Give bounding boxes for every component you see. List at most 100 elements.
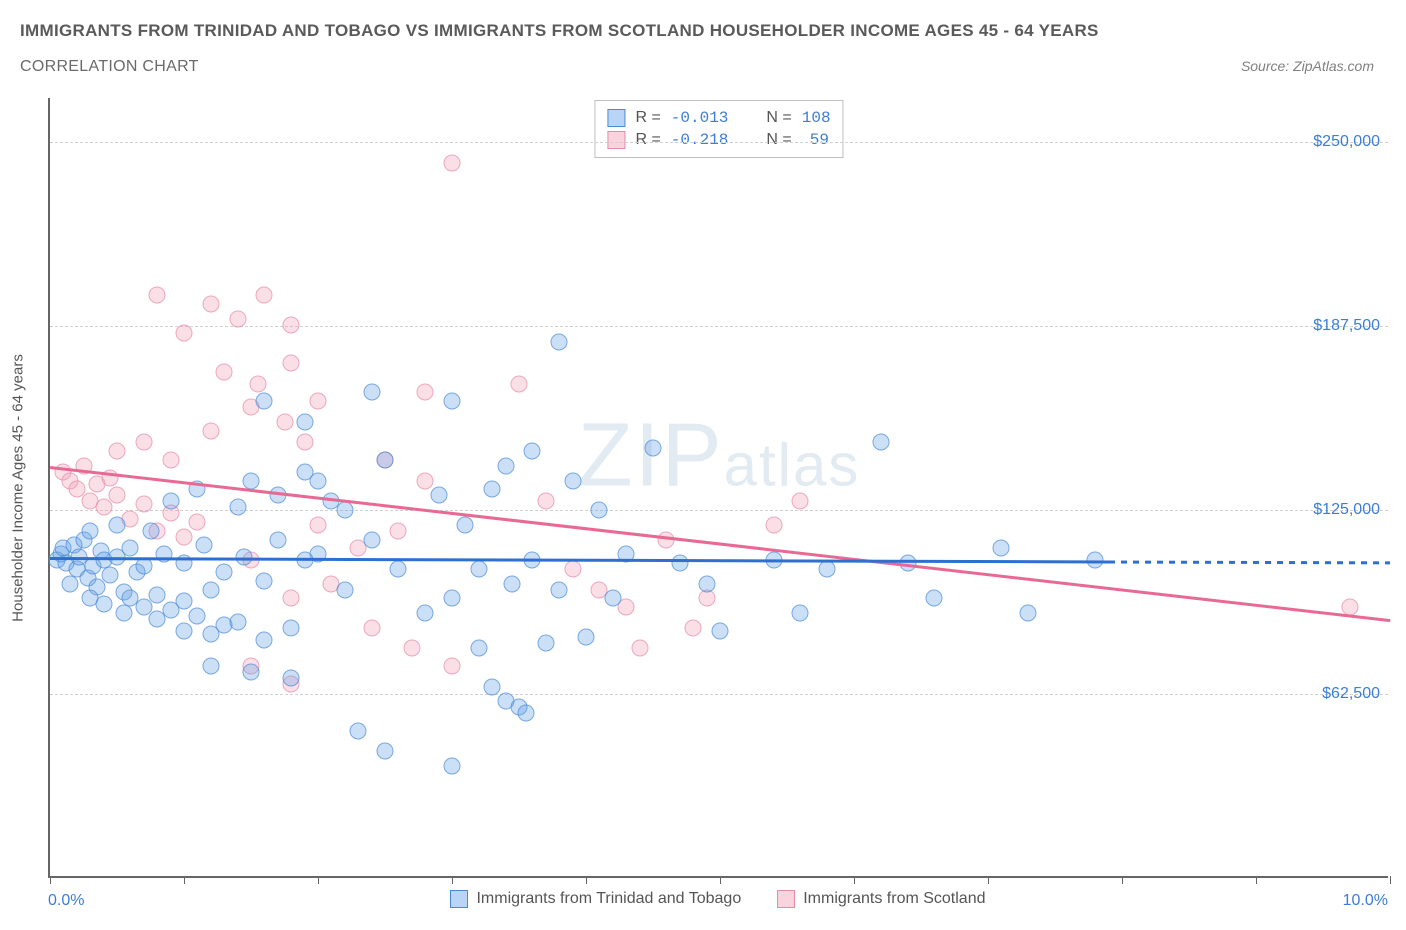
x-tick bbox=[720, 876, 721, 884]
data-point bbox=[283, 669, 300, 686]
gridline-h bbox=[50, 326, 1388, 327]
data-point bbox=[269, 487, 286, 504]
legend-swatch-series2 bbox=[777, 890, 795, 908]
legend-row-series2: R = -0.218 N = 59 bbox=[607, 129, 830, 151]
legend-swatch-series1 bbox=[607, 109, 625, 127]
data-point bbox=[162, 452, 179, 469]
data-point bbox=[484, 481, 501, 498]
data-point bbox=[149, 587, 166, 604]
data-point bbox=[564, 560, 581, 577]
data-point bbox=[283, 316, 300, 333]
data-point bbox=[62, 575, 79, 592]
data-point bbox=[363, 384, 380, 401]
data-point bbox=[457, 516, 474, 533]
data-point bbox=[176, 528, 193, 545]
data-point bbox=[202, 625, 219, 642]
data-point bbox=[377, 452, 394, 469]
data-point bbox=[604, 590, 621, 607]
data-point bbox=[444, 590, 461, 607]
x-tick bbox=[988, 876, 989, 884]
data-point bbox=[698, 575, 715, 592]
chart-area: Householder Income Ages 45 - 64 years ZI… bbox=[48, 98, 1388, 878]
data-point bbox=[551, 581, 568, 598]
data-point bbox=[95, 499, 112, 516]
data-point bbox=[511, 375, 528, 392]
data-point bbox=[578, 628, 595, 645]
data-point bbox=[142, 522, 159, 539]
data-point bbox=[82, 522, 99, 539]
data-point bbox=[269, 531, 286, 548]
data-point bbox=[276, 413, 293, 430]
data-point bbox=[122, 590, 139, 607]
data-point bbox=[564, 472, 581, 489]
data-point bbox=[296, 413, 313, 430]
series-legend: Immigrants from Trinidad and Tobago Immig… bbox=[48, 890, 1388, 908]
data-point bbox=[444, 758, 461, 775]
data-point bbox=[926, 590, 943, 607]
legend-item-series1: Immigrants from Trinidad and Tobago bbox=[450, 890, 741, 908]
data-point bbox=[109, 516, 126, 533]
data-point bbox=[176, 622, 193, 639]
legend-label: Immigrants from Scotland bbox=[803, 890, 985, 908]
y-tick-label: $187,500 bbox=[1313, 317, 1380, 335]
data-point bbox=[685, 619, 702, 636]
data-point bbox=[202, 422, 219, 439]
legend-row-series1: R = -0.013 N = 108 bbox=[607, 107, 830, 129]
data-point bbox=[792, 493, 809, 510]
data-point bbox=[310, 393, 327, 410]
legend-item-series2: Immigrants from Scotland bbox=[777, 890, 985, 908]
data-point bbox=[229, 499, 246, 516]
data-point bbox=[336, 502, 353, 519]
data-point bbox=[256, 572, 273, 589]
data-point bbox=[135, 496, 152, 513]
watermark: ZIPatlas bbox=[578, 404, 861, 507]
data-point bbox=[765, 516, 782, 533]
data-point bbox=[149, 610, 166, 627]
data-point bbox=[115, 605, 132, 622]
data-point bbox=[631, 640, 648, 657]
data-point bbox=[1020, 605, 1037, 622]
data-point bbox=[417, 605, 434, 622]
data-point bbox=[229, 310, 246, 327]
scatter-plot: ZIPatlas R = -0.013 N = 108 R = -0.218 N… bbox=[48, 98, 1388, 878]
data-point bbox=[444, 393, 461, 410]
data-point bbox=[484, 678, 501, 695]
data-point bbox=[109, 487, 126, 504]
data-point bbox=[229, 613, 246, 630]
data-point bbox=[122, 540, 139, 557]
x-tick bbox=[1390, 876, 1391, 884]
data-point bbox=[256, 393, 273, 410]
correlation-legend: R = -0.013 N = 108 R = -0.218 N = 59 bbox=[594, 100, 843, 158]
data-point bbox=[256, 287, 273, 304]
data-point bbox=[189, 513, 206, 530]
data-point bbox=[176, 325, 193, 342]
data-point bbox=[872, 434, 889, 451]
data-point bbox=[819, 560, 836, 577]
trend-line bbox=[50, 557, 1109, 563]
data-point bbox=[202, 296, 219, 313]
legend-swatch-series1 bbox=[450, 890, 468, 908]
y-tick-label: $62,500 bbox=[1322, 685, 1380, 703]
data-point bbox=[363, 619, 380, 636]
data-point bbox=[591, 502, 608, 519]
data-point bbox=[417, 472, 434, 489]
data-point bbox=[202, 581, 219, 598]
chart-subtitle: CORRELATION CHART bbox=[20, 58, 199, 76]
data-point bbox=[350, 722, 367, 739]
gridline-h bbox=[50, 142, 1388, 143]
data-point bbox=[524, 443, 541, 460]
data-point bbox=[202, 658, 219, 675]
data-point bbox=[430, 487, 447, 504]
data-point bbox=[470, 560, 487, 577]
data-point bbox=[243, 663, 260, 680]
data-point bbox=[310, 516, 327, 533]
data-point bbox=[109, 443, 126, 460]
data-point bbox=[363, 531, 380, 548]
data-point bbox=[189, 608, 206, 625]
data-point bbox=[390, 522, 407, 539]
data-point bbox=[283, 354, 300, 371]
gridline-h bbox=[50, 510, 1388, 511]
data-point bbox=[537, 634, 554, 651]
source-attribution: Source: ZipAtlas.com bbox=[1241, 58, 1374, 74]
gridline-h bbox=[50, 694, 1388, 695]
